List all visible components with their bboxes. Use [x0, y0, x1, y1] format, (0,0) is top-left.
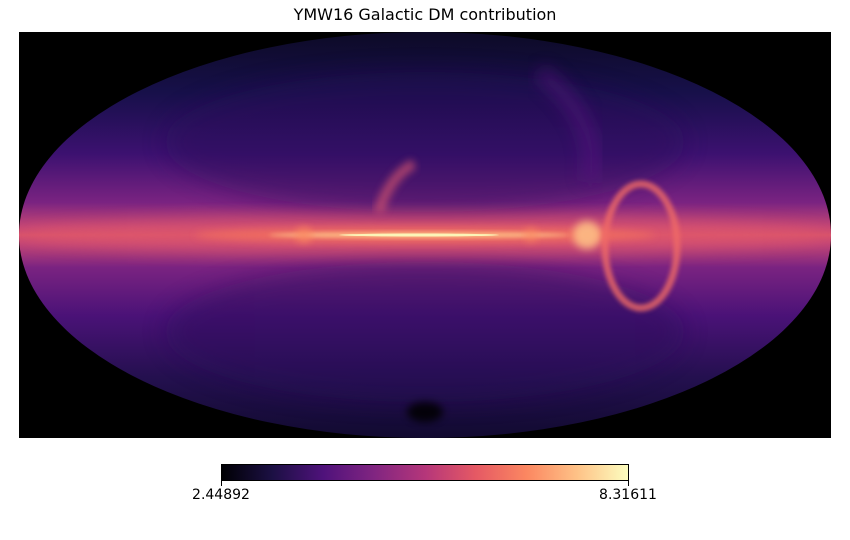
colorbar-min-label: 2.44892 — [192, 487, 250, 503]
map-title: YMW16 Galactic DM contribution — [293, 5, 557, 24]
mollweide-map-svg — [19, 32, 831, 438]
sky-map — [19, 32, 831, 438]
colorbar-min-tick — [221, 481, 222, 486]
colorbar-max-tick — [628, 481, 629, 486]
filament — [374, 159, 417, 214]
dark-spot — [407, 402, 443, 422]
colorbar — [221, 464, 629, 481]
colorbar-max-label: 8.31611 — [599, 487, 657, 503]
colorbar-gradient — [222, 465, 628, 480]
sky-ellipse — [19, 32, 831, 438]
ring-structure — [601, 180, 681, 312]
bright-region — [573, 221, 601, 249]
